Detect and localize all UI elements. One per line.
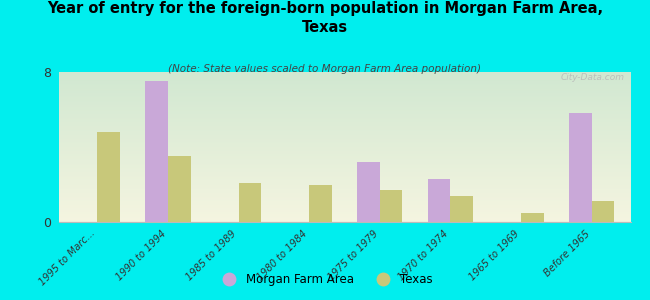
Bar xyxy=(380,190,402,222)
Bar xyxy=(309,184,332,222)
Bar xyxy=(569,113,592,222)
Bar xyxy=(358,162,380,222)
Legend: Morgan Farm Area, Texas: Morgan Farm Area, Texas xyxy=(213,269,437,291)
Bar xyxy=(239,183,261,222)
Bar xyxy=(168,156,190,222)
Text: City-Data.com: City-Data.com xyxy=(561,74,625,82)
Bar xyxy=(98,132,120,222)
Bar xyxy=(428,179,450,222)
Bar xyxy=(592,201,614,222)
Bar xyxy=(521,213,543,222)
Text: (Note: State values scaled to Morgan Farm Area population): (Note: State values scaled to Morgan Far… xyxy=(168,64,482,74)
Bar xyxy=(450,196,473,222)
Bar xyxy=(146,81,168,222)
Text: Year of entry for the foreign-born population in Morgan Farm Area,
Texas: Year of entry for the foreign-born popul… xyxy=(47,2,603,35)
